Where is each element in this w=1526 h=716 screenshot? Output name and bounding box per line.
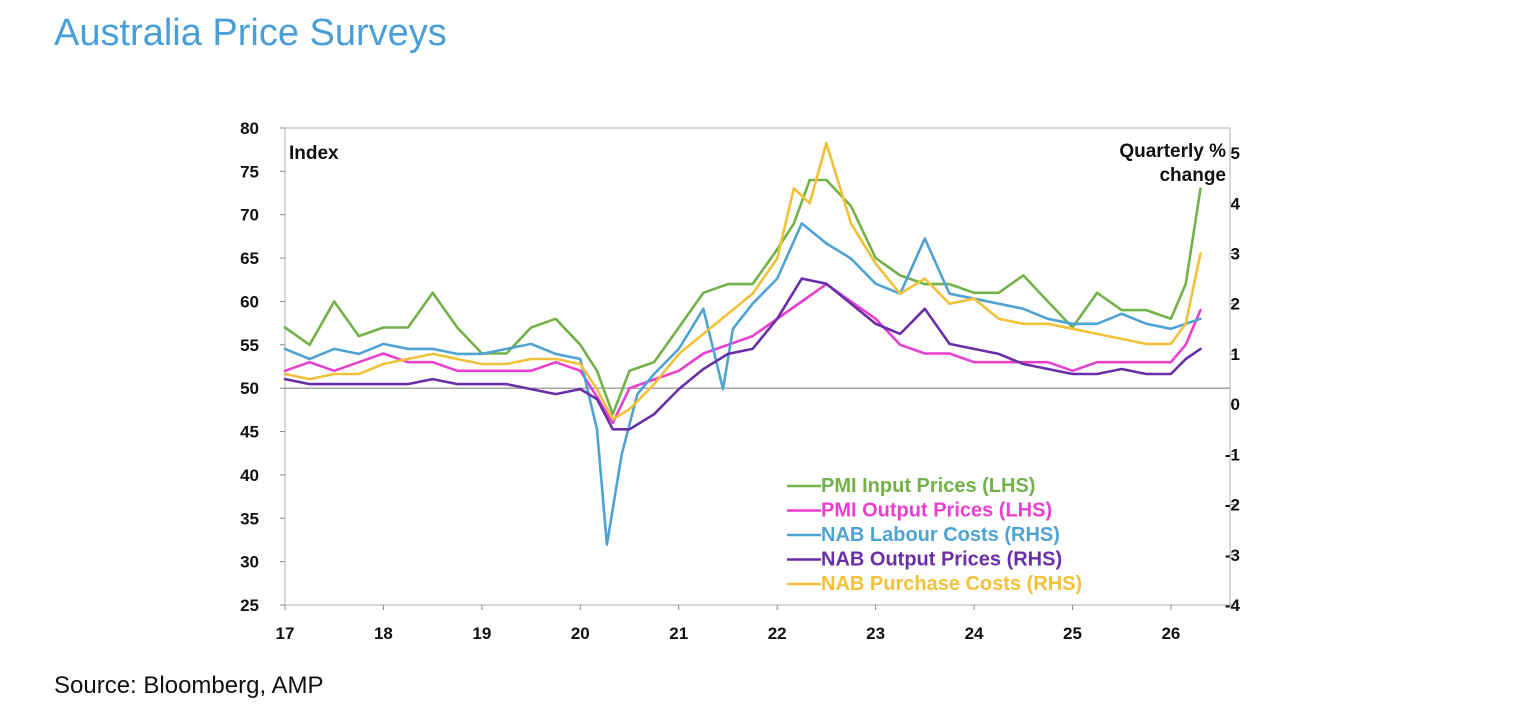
left-y-tick-label: 35 [240, 509, 259, 528]
series-line-nab_labour [283, 222, 1202, 547]
legend-label-pmi_input: PMI Input Prices (LHS) [821, 475, 1035, 497]
right-y-tick-label: -3 [1225, 546, 1240, 565]
right-y-tick-label: -2 [1225, 496, 1240, 515]
legend-label-nab_purchase: NAB Purchase Costs (RHS) [821, 573, 1082, 595]
x-tick-label: 26 [1161, 624, 1180, 643]
left-y-tick-label: 40 [240, 466, 259, 485]
right-axis-label-line2: change [1159, 165, 1226, 186]
series-line-pmi_input [283, 178, 1202, 416]
x-tick-label: 24 [965, 624, 984, 643]
x-tick-label: 19 [472, 624, 491, 643]
x-tick-label: 22 [768, 624, 787, 643]
right-y-tick-label: 1 [1231, 345, 1240, 364]
right-y-tick-label: 2 [1231, 295, 1240, 314]
left-y-tick-label: 60 [240, 292, 259, 311]
legend-label-nab_labour: NAB Labour Costs (RHS) [821, 524, 1060, 546]
left-y-tick-label: 50 [240, 379, 259, 398]
x-tick-label: 17 [276, 624, 295, 643]
series-line-nab_output [283, 277, 1202, 431]
right-y-tick-label: 5 [1231, 144, 1240, 163]
x-tick-label: 23 [866, 624, 885, 643]
x-tick-label: 18 [374, 624, 393, 643]
source-note: Source: Bloomberg, AMP [54, 672, 324, 699]
left-y-tick-label: 70 [240, 206, 259, 225]
left-y-tick-label: 80 [240, 119, 259, 138]
right-y-tick-label: 0 [1231, 395, 1240, 414]
x-tick-label: 20 [571, 624, 590, 643]
right-y-tick-label: -4 [1225, 596, 1241, 615]
x-tick-label: 25 [1063, 624, 1082, 643]
left-y-tick-label: 55 [240, 336, 259, 355]
left-y-tick-label: 45 [240, 423, 259, 442]
legend-label-nab_output: NAB Output Prices (RHS) [821, 549, 1062, 571]
right-axis-label-line1: Quarterly % [1119, 141, 1226, 162]
right-y-tick-label: -1 [1225, 445, 1240, 464]
left-y-tick-label: 65 [240, 249, 259, 268]
right-y-tick-label: 3 [1231, 245, 1240, 264]
page-title: Australia Price Surveys [54, 12, 447, 54]
right-y-tick-label: 4 [1231, 194, 1241, 213]
left-axis-label: Index [289, 143, 339, 164]
x-tick-label: 21 [669, 624, 688, 643]
legend: PMI Input Prices (LHS) PMI Output Prices … [787, 475, 1082, 595]
price-surveys-chart: 253035404550556065707580-4-3-2-101234517… [240, 119, 1241, 643]
left-y-tick-label: 75 [240, 162, 259, 181]
left-y-tick-label: 25 [240, 596, 259, 615]
legend-label-pmi_output: PMI Output Prices (LHS) [821, 500, 1052, 522]
left-y-tick-label: 30 [240, 553, 259, 572]
series-line-nab_purchase [283, 141, 1202, 421]
series-line-pmi_output [283, 282, 1202, 425]
